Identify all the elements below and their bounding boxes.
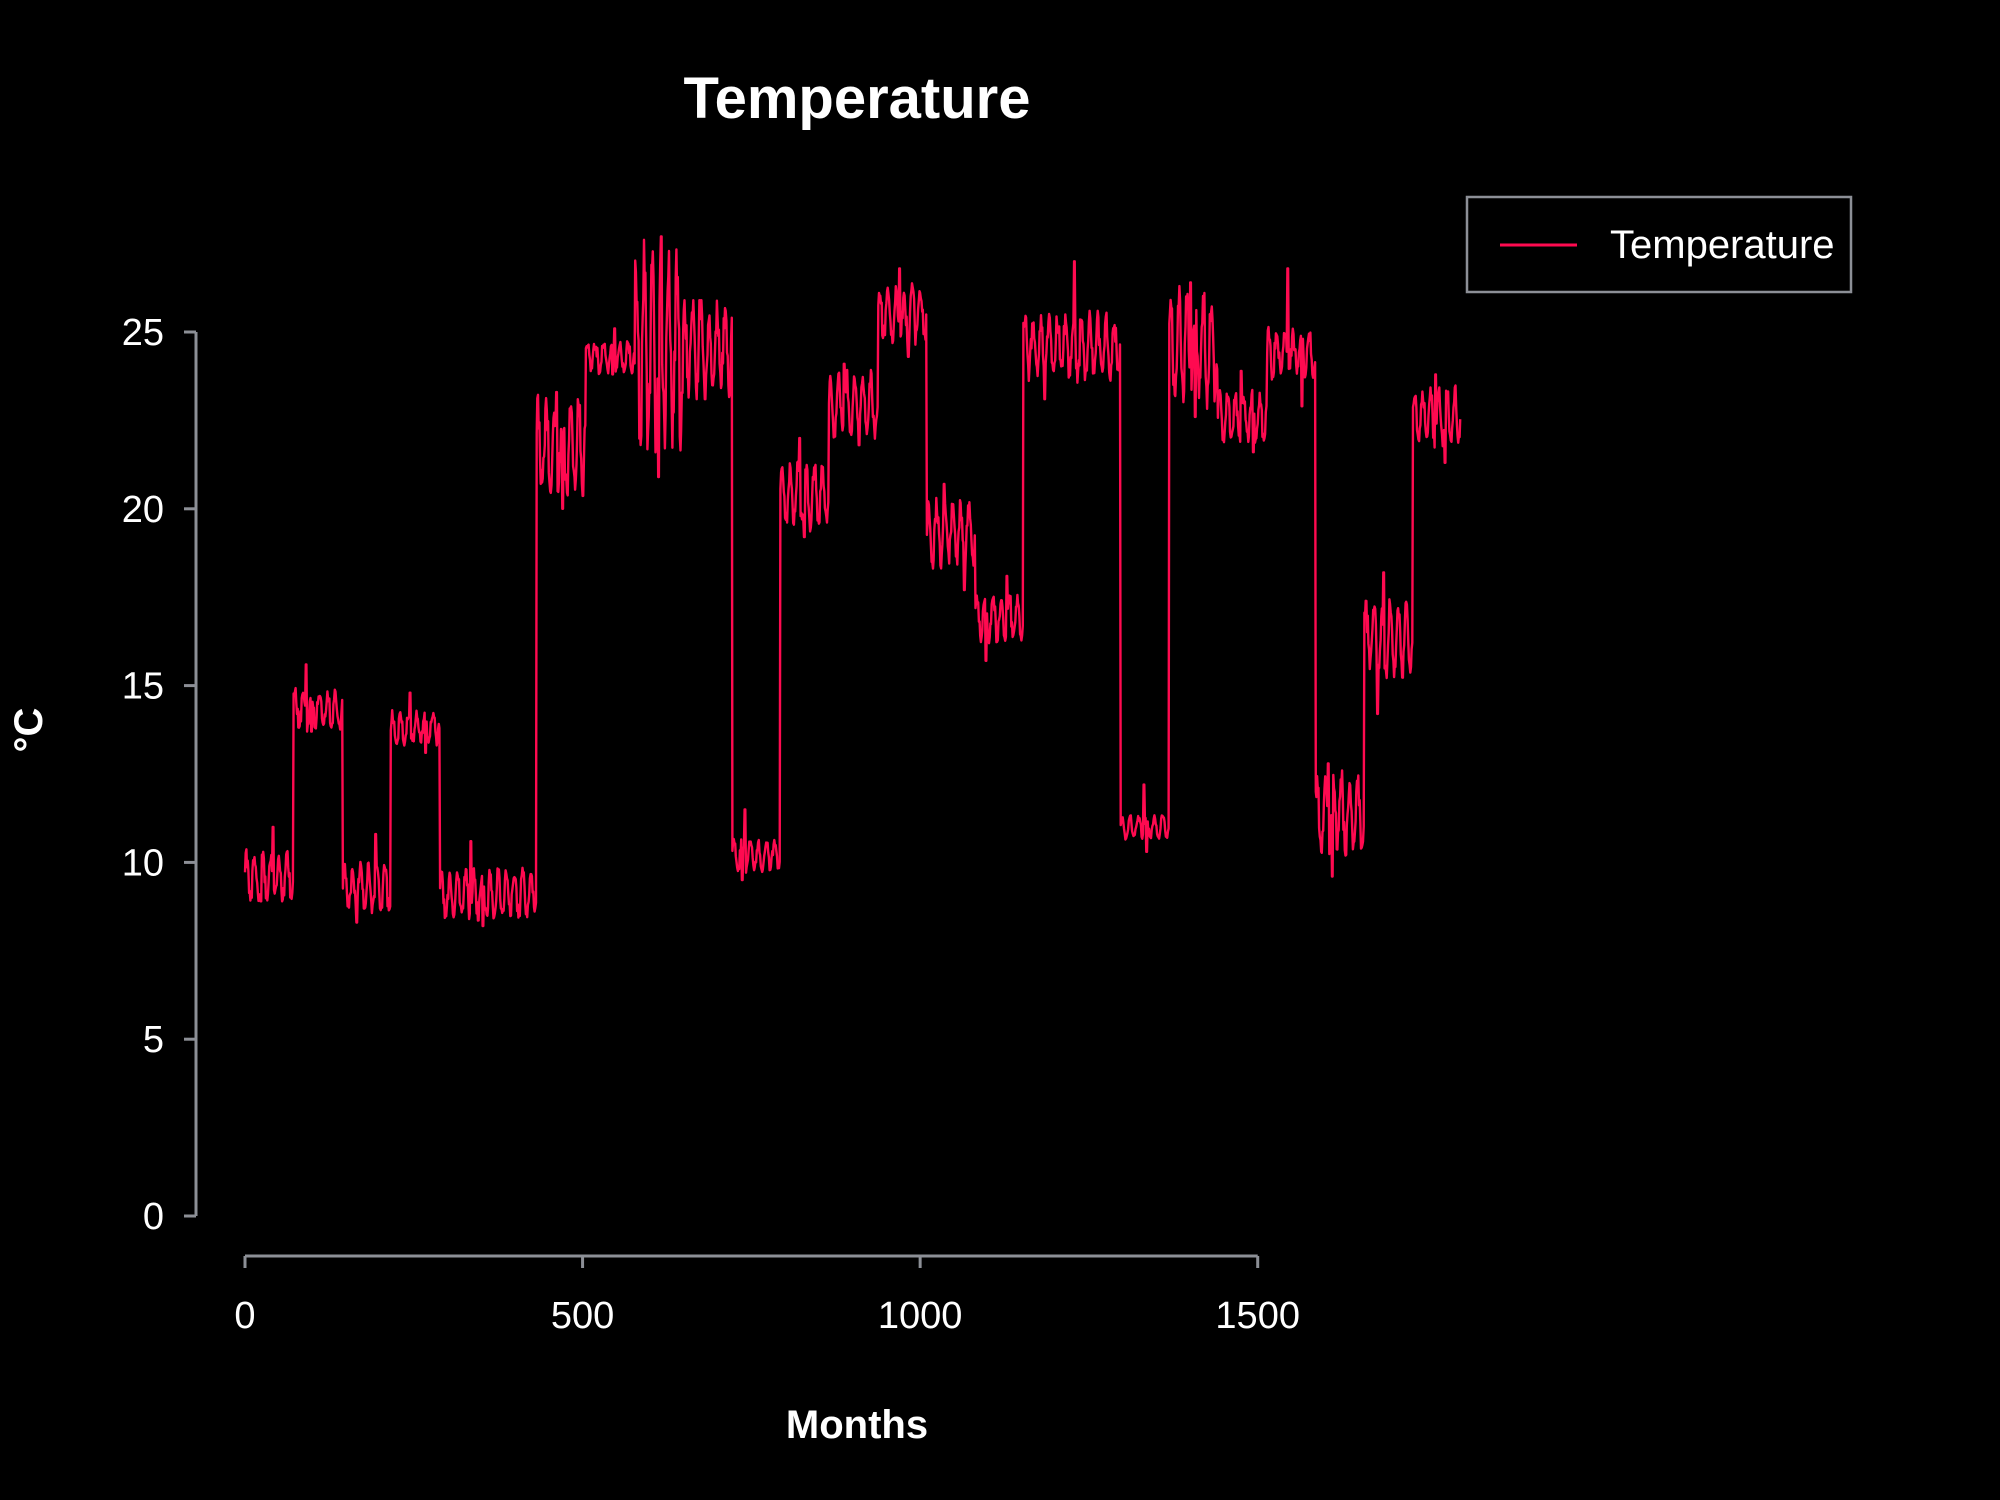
x-tick-label: 1500: [1215, 1295, 1300, 1337]
x-axis-label: Months: [786, 1403, 928, 1447]
y-tick-label: 10: [122, 842, 164, 884]
y-tick-label: 25: [122, 312, 164, 354]
x-tick-label: 1000: [878, 1295, 963, 1337]
y-tick-label: 15: [122, 666, 164, 708]
y-tick-label: 0: [143, 1196, 164, 1238]
temperature-series-line: [243, 235, 1462, 928]
legend: Temperature: [1465, 195, 1853, 294]
x-axis: 0 500 1000 1500: [234, 1254, 1300, 1337]
chart-title: Temperature: [683, 66, 1030, 131]
y-axis: 0 5 10 15 20 25: [122, 312, 198, 1238]
x-tick-label: 0: [234, 1295, 255, 1337]
y-tick-label: 5: [143, 1019, 164, 1061]
legend-box: [1465, 195, 1853, 294]
x-tick-label: 500: [551, 1295, 614, 1337]
y-axis-label: °C: [7, 708, 51, 753]
y-tick-label: 20: [122, 489, 164, 531]
series-layer: [243, 235, 1462, 928]
legend-label-temperature: Temperature: [1610, 223, 1835, 267]
